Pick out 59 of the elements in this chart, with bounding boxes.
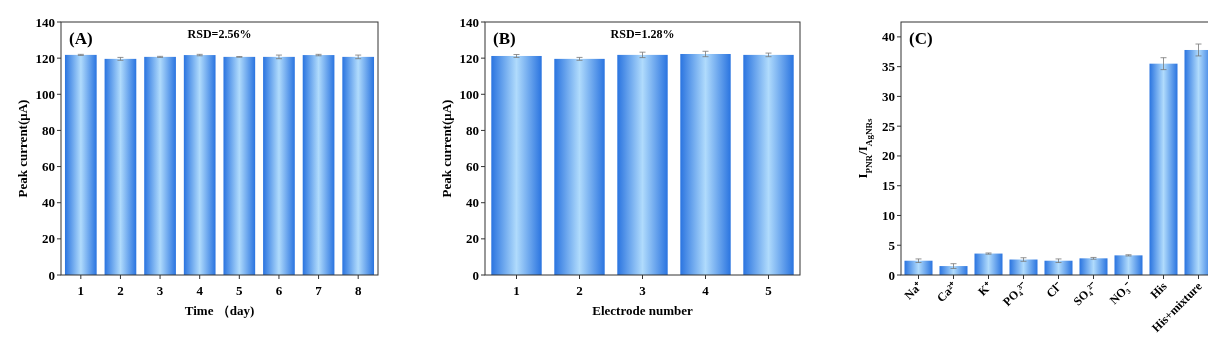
x-axis-title: Electrode number [592,303,693,318]
bar [904,260,933,275]
annotation: RSD=2.56% [187,27,252,41]
bar [939,266,968,275]
y-tick-label: 0 [472,267,479,283]
y-axis-title: Peak current(μA) [15,99,30,198]
x-tick-label: Na⁺ [901,279,925,303]
y-tick-label: 35 [882,59,896,75]
y-tick-label: 60 [466,159,479,175]
chart-title: (C) [909,29,933,48]
bar [1149,63,1178,275]
x-tick-label: 8 [354,283,362,298]
y-tick-label: 5 [888,237,896,253]
x-tick-label: Cl⁻ [1043,279,1065,301]
y-tick-label: 10 [882,208,895,224]
y-tick-label: 30 [882,88,895,104]
y-tick-label: 0 [48,267,55,283]
y-tick-label: 120 [35,50,55,66]
y-tick-label: 40 [882,29,895,45]
x-tick-label: 3 [156,283,164,298]
y-tick-label: 25 [882,118,896,134]
y-axis-title: Peak current(μA) [439,99,454,198]
y-tick-label: 20 [466,231,479,247]
bar [1009,259,1038,275]
y-tick-label: 140 [459,14,479,30]
x-tick-label: 4 [196,283,204,298]
bar [1044,260,1073,275]
x-tick-label: 4 [702,283,710,298]
y-tick-label: 60 [42,159,55,175]
y-tick-label: 80 [466,122,479,138]
y-tick-label: 100 [459,86,479,102]
y-tick-label: 140 [35,14,55,30]
x-tick-label: 1 [513,283,520,298]
chart-title: (B) [493,29,516,48]
y-tick-label: 15 [882,178,896,194]
x-tick-label: 3 [639,283,647,298]
y-tick-label: 0 [888,267,895,283]
annotation: RSD=1.28% [610,27,675,41]
y-tick-label: 40 [466,195,479,211]
x-tick-label: 7 [315,283,323,298]
x-tick-label: 5 [765,283,773,298]
y-tick-label: 100 [35,86,55,102]
x-tick-label: 2 [576,283,583,298]
y-tick-label: 20 [882,148,895,164]
bar [974,253,1003,275]
x-tick-label: 2 [117,283,124,298]
y-tick-label: 40 [42,195,55,211]
x-tick-label: 1 [77,283,85,298]
x-tick-label: 5 [236,283,244,298]
x-axis-title: Time （day) [184,303,255,318]
bar [1114,255,1143,275]
y-tick-label: 20 [42,231,55,247]
bar [1079,258,1108,275]
y-tick-label: 80 [42,122,55,138]
chart-title: (A) [69,29,93,48]
y-tick-label: 120 [459,50,479,66]
x-tick-label: K⁺ [975,279,995,299]
x-tick-label: Ca²⁺ [933,279,960,305]
x-tick-label: 6 [275,283,283,298]
